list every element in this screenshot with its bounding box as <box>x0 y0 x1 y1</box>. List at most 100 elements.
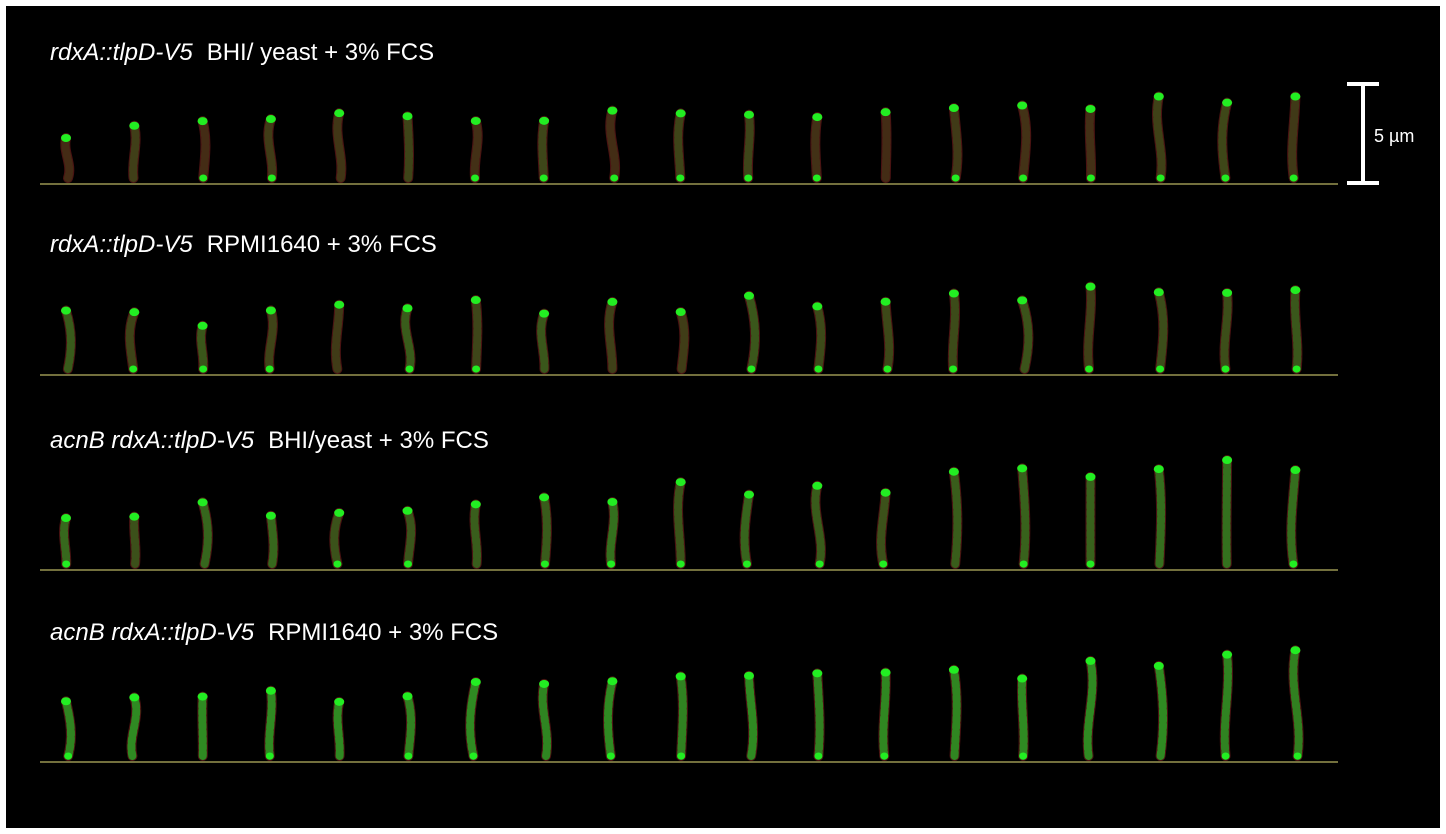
cell-signal <box>203 121 206 178</box>
cell-signal <box>130 312 135 369</box>
cell-signal <box>269 691 271 756</box>
cell-signal <box>1090 109 1091 178</box>
cell-signal <box>1224 293 1227 369</box>
cell-signal <box>66 701 71 756</box>
pole-focus <box>334 109 344 117</box>
pole-focus <box>1290 466 1300 474</box>
pole-focus <box>129 693 139 701</box>
cell-signal <box>1291 470 1295 564</box>
cell-signal <box>408 116 410 178</box>
pole-focus <box>744 672 754 680</box>
pole-focus <box>812 669 822 677</box>
panel-title: rdxA::tlpD-V5 RPMI1640 + 3% FCS <box>50 231 437 258</box>
cell-signal <box>1159 292 1163 369</box>
pole-focus <box>61 134 71 142</box>
condition-label: BHI/ yeast + 3% FCS <box>207 39 434 66</box>
pole-focus <box>129 122 139 130</box>
pole-focus <box>198 322 208 330</box>
pole-focus <box>881 108 891 116</box>
pole-focus <box>539 117 549 125</box>
cell-signal <box>817 673 819 756</box>
cell-signal <box>541 314 544 369</box>
pole-focus <box>199 175 207 182</box>
strain-label: acnB rdxA::tlpD-V5 <box>50 619 255 646</box>
pole-focus <box>816 561 824 568</box>
pole-focus <box>472 366 480 373</box>
pole-focus <box>949 290 959 298</box>
pole-focus <box>266 306 276 314</box>
pole-focus <box>198 498 208 506</box>
figure: 5 µm rdxA::tlpD-V5BHI/ yeast + 3% FCSrdx… <box>0 0 1446 834</box>
pole-focus <box>266 512 276 520</box>
cell-signal <box>133 126 135 178</box>
cell-signal <box>542 121 544 178</box>
pole-focus <box>1020 561 1028 568</box>
pole-focus <box>61 514 71 522</box>
cell-signal <box>954 472 957 564</box>
cell-signal <box>881 493 886 564</box>
pole-focus <box>677 561 685 568</box>
cell-signal <box>202 697 203 756</box>
pole-focus <box>1086 561 1094 568</box>
cell-signal <box>408 511 412 564</box>
condition-label: BHI/yeast + 3% FCS <box>268 427 489 454</box>
pole-focus <box>677 753 685 760</box>
pole-focus <box>1154 662 1164 670</box>
cell-signal <box>337 113 341 178</box>
pole-focus <box>949 104 959 112</box>
pole-focus <box>744 491 754 499</box>
cell-signal <box>608 681 612 756</box>
pole-focus <box>744 292 754 300</box>
pole-focus <box>129 513 139 521</box>
pole-focus <box>1154 288 1164 296</box>
cell-signal <box>817 306 821 369</box>
pole-focus <box>1017 102 1027 110</box>
strain-label: rdxA::tlpD-V5 <box>50 39 193 66</box>
pole-focus <box>1293 366 1301 373</box>
pole-focus <box>1222 456 1232 464</box>
cell-signal <box>1159 666 1163 756</box>
pole-focus <box>471 678 481 686</box>
cell-signal <box>886 112 887 178</box>
pole-focus <box>1222 651 1232 659</box>
pole-focus <box>607 298 617 306</box>
cell-signal <box>408 696 412 756</box>
cell-signal <box>609 302 612 369</box>
pole-focus <box>1086 473 1096 481</box>
strain-label: acnB rdxA::tlpD-V5 <box>50 427 255 454</box>
pole-focus <box>404 561 412 568</box>
pole-focus <box>1222 99 1232 107</box>
pole-focus <box>881 489 891 497</box>
pole-focus <box>403 507 413 515</box>
strain-label: rdxA::tlpD-V5 <box>50 231 193 258</box>
cell-signal <box>610 502 613 564</box>
pole-focus <box>1157 175 1165 182</box>
pole-focus <box>334 301 344 309</box>
pole-focus <box>949 366 957 373</box>
pole-focus <box>1290 646 1300 654</box>
pole-focus <box>814 366 822 373</box>
cell-signal <box>201 326 203 369</box>
condition-label: RPMI1640 + 3% FCS <box>207 231 437 258</box>
pole-focus <box>1289 561 1297 568</box>
cell-signal <box>268 119 272 178</box>
pole-focus <box>403 692 413 700</box>
pole-focus <box>812 302 822 310</box>
cell-signal <box>954 108 958 178</box>
panel-title: rdxA::tlpD-V5 BHI/ yeast + 3% FCS <box>50 39 434 66</box>
pole-focus <box>1017 296 1027 304</box>
pole-focus <box>541 561 549 568</box>
pole-focus <box>879 561 887 568</box>
pole-focus <box>539 680 549 688</box>
pole-focus <box>1294 753 1302 760</box>
pole-focus <box>471 500 481 508</box>
pole-focus <box>744 175 752 182</box>
cell-signal <box>1225 655 1228 756</box>
pole-focus <box>812 113 822 121</box>
pole-focus <box>1154 465 1164 473</box>
pole-focus <box>198 693 208 701</box>
cell-signal <box>64 518 66 564</box>
cell-signal <box>1292 97 1295 178</box>
pole-focus <box>266 753 274 760</box>
pole-focus <box>1222 289 1232 297</box>
